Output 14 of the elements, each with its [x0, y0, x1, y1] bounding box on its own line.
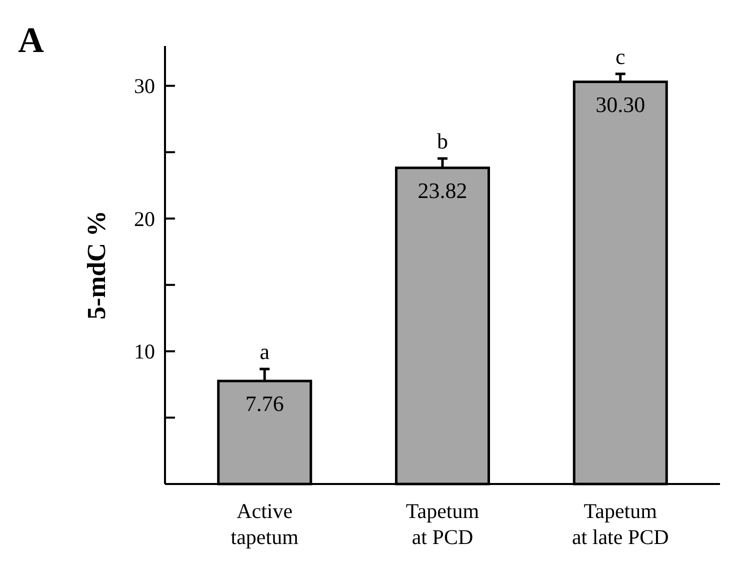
annotation: a: [260, 339, 270, 364]
data-label: 30.30: [596, 92, 646, 117]
x-tick-label: Tapetum at late PCD: [572, 499, 669, 549]
y-axis-title: 5-mdC %: [82, 210, 111, 320]
y-tick-label: 30: [134, 74, 155, 98]
x-tick-label: Active tapetum: [230, 499, 298, 549]
text: A: [18, 20, 44, 60]
data-label: 7.76: [245, 391, 284, 416]
y-tick-label: 10: [134, 340, 155, 364]
y-tick-label: 20: [134, 206, 155, 231]
annotation: b: [437, 128, 448, 154]
data-label: 23.82: [418, 178, 468, 203]
annotation: c: [616, 44, 626, 69]
x-tick-label: Tapetum at PCD: [406, 499, 480, 549]
